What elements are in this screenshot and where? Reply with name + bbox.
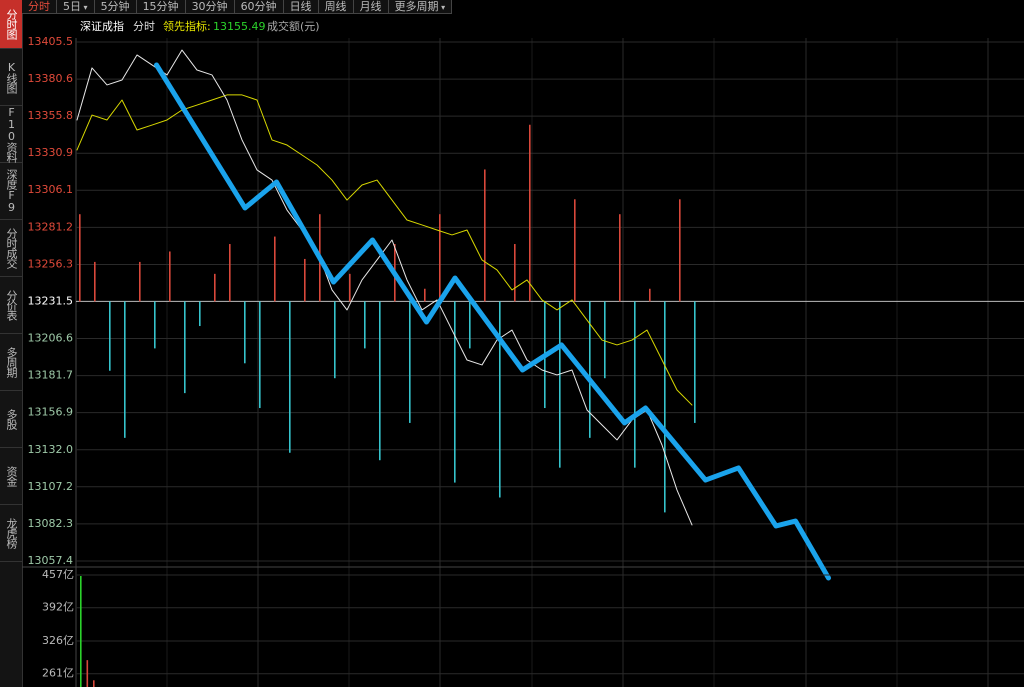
period-tab[interactable]: 5分钟	[94, 0, 137, 14]
sidebar-item[interactable]: 资金	[0, 448, 22, 505]
indicator-bar	[379, 301, 381, 461]
period-tab[interactable]: 15分钟	[136, 0, 186, 14]
indicator-bar	[634, 301, 636, 468]
trend_line-line	[154, 62, 831, 581]
y-tick-label: 13355.8	[28, 109, 74, 122]
indicator-bar	[469, 301, 471, 349]
indicator-bar	[109, 301, 111, 371]
period-tab[interactable]: 60分钟	[234, 0, 284, 14]
y-tick-label: 13132.0	[28, 443, 74, 456]
y-tick-label: 13330.9	[28, 146, 74, 159]
indicator-bar	[289, 301, 291, 453]
y-tick-label: 13206.6	[28, 332, 74, 345]
index-name: 深证成指	[80, 19, 124, 33]
indicator-bar	[694, 301, 696, 423]
indicator-bar	[334, 301, 336, 379]
indicator-bar	[499, 301, 501, 498]
sidebar-item[interactable]: 多周期	[0, 334, 22, 391]
y-tick-label: 392亿	[42, 601, 74, 614]
indicator-bar	[259, 301, 261, 409]
y-tick-label: 13082.3	[28, 517, 74, 530]
y-tick-label: 261亿	[42, 667, 74, 680]
leading-line	[76, 94, 693, 406]
indicator-bar	[94, 261, 96, 302]
indicator-bar	[184, 301, 186, 394]
indicator-bar	[274, 236, 276, 302]
sidebar-item[interactable]: 龙虎榜	[0, 505, 22, 562]
indicator-bar	[439, 214, 441, 302]
sidebar-item[interactable]: 分时成交	[0, 220, 22, 277]
y-tick-label: 457亿	[42, 568, 74, 581]
indicator-bar	[574, 199, 576, 302]
indicator-bar	[244, 301, 246, 364]
period-tab[interactable]: 月线	[353, 0, 389, 14]
indicator-bar	[484, 169, 486, 302]
y-tick-label: 326亿	[42, 634, 74, 647]
y-tick-label: 13306.1	[28, 183, 74, 196]
volume-bar	[93, 680, 95, 687]
y-tick-label: 13057.4	[28, 554, 74, 567]
sidebar-item[interactable]: 多股	[0, 391, 22, 448]
indicator-bar	[349, 273, 351, 302]
indicator-bar	[79, 214, 81, 302]
indicator-bar	[364, 301, 366, 349]
mode: 分时	[133, 20, 155, 33]
indicator-bar	[214, 273, 216, 302]
y-tick-label: 13256.3	[28, 257, 74, 270]
sidebar-item[interactable]: F10资料	[0, 106, 22, 163]
y-tick-label: 13405.5	[28, 35, 74, 48]
y-tick-label: 13107.2	[28, 480, 74, 493]
sidebar-item[interactable]: 分时图	[0, 0, 22, 49]
indicator-bar	[589, 301, 591, 438]
indicator-bar	[679, 199, 681, 302]
indicator-bar	[619, 214, 621, 302]
price-line	[76, 49, 693, 526]
period-tab[interactable]: 分时	[22, 0, 57, 14]
indicator-bar	[229, 244, 231, 302]
sidebar-item[interactable]: 深度F9	[0, 163, 22, 220]
period-tab[interactable]: 5日	[57, 0, 95, 14]
indicator-bar	[169, 251, 171, 302]
y-tick-label: 13380.6	[28, 72, 74, 85]
sidebar-item[interactable]: K线图	[0, 49, 22, 106]
indicator-bar	[199, 301, 201, 327]
indicator-bar	[514, 244, 516, 302]
period-tab[interactable]: 更多周期	[388, 0, 453, 14]
y-tick-label: 13181.7	[28, 369, 74, 382]
indicator-bar	[604, 301, 606, 379]
indicator-bar	[424, 288, 426, 302]
sidebar-item[interactable]: 分价表	[0, 277, 22, 334]
volume-label: 成交额(元)	[267, 19, 320, 33]
indicator-bar	[124, 301, 126, 438]
indicator-bar	[154, 301, 156, 349]
indicator-bar	[649, 288, 651, 302]
indicator-bar	[559, 301, 561, 468]
indicator-bar	[139, 261, 141, 302]
volume-bar	[80, 576, 82, 687]
volume-bar	[86, 660, 89, 687]
y-tick-label: 13281.2	[28, 220, 74, 233]
leading-value: 13155.49	[213, 20, 266, 33]
indicator-bar	[454, 301, 456, 483]
leading-label: 领先指标:	[163, 19, 211, 33]
indicator-bar	[409, 301, 411, 423]
indicator-bar	[664, 301, 666, 513]
period-tab[interactable]: 30分钟	[185, 0, 235, 14]
period-tab[interactable]: 日线	[283, 0, 319, 14]
y-tick-label: 13231.5	[28, 294, 74, 307]
period-tabs: 分时5日5分钟15分钟30分钟60分钟日线周线月线更多周期	[22, 0, 453, 14]
indicator-bar	[529, 124, 531, 302]
y-tick-label: 13156.9	[28, 406, 74, 419]
sidebar: 分时图 K线图 F10资料 深度F9 分时成交 分价表 多周期 多股 资金 龙虎榜	[0, 0, 23, 687]
indicator-bar	[304, 258, 306, 302]
period-tab[interactable]: 周线	[318, 0, 354, 14]
